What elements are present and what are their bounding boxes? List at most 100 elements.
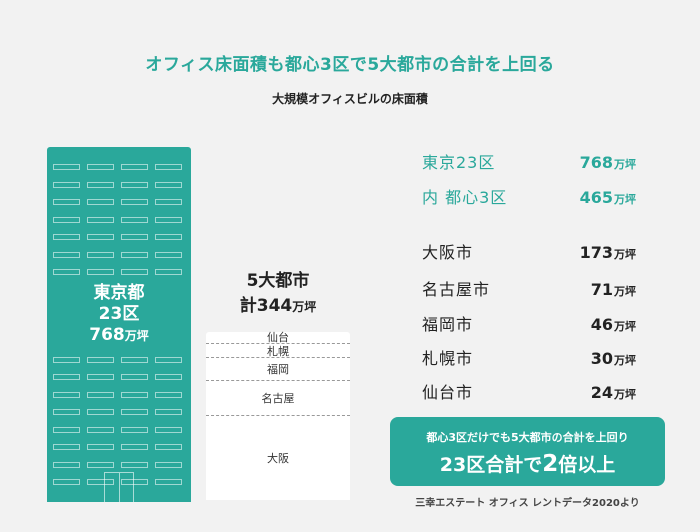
building-window <box>87 426 114 433</box>
list-row: 名古屋市 71万坪 <box>422 276 636 300</box>
list-row-value: 30万坪 <box>591 349 636 368</box>
tokyo-bar-label: 東京都 23区 768万坪 <box>47 283 191 347</box>
building-window <box>155 391 182 398</box>
list-row-value: 24万坪 <box>591 383 636 402</box>
list-row-number: 24 <box>590 383 613 402</box>
list-row-unit: 万坪 <box>614 320 636 333</box>
list-row-unit: 万坪 <box>614 158 636 171</box>
stack-segment-label: 福岡 <box>267 363 289 377</box>
list-row: 福岡市 46万坪 <box>422 311 636 335</box>
list-row-name: 仙台市 <box>422 383 474 402</box>
callout-line1: 都心3区だけでも5大都市の合計を上回り <box>426 431 629 444</box>
list-row-value: 768万坪 <box>580 153 636 172</box>
building-window <box>155 181 182 188</box>
list-row-number: 465 <box>579 188 613 207</box>
list-row-name: 東京23区 <box>422 153 496 172</box>
building-window <box>87 269 114 275</box>
building-window <box>155 234 182 240</box>
five-cities-line1: 5大都市 <box>246 271 310 291</box>
building-window <box>121 426 148 433</box>
building-window <box>155 356 182 363</box>
list-row-unit: 万坪 <box>614 193 636 206</box>
list-row-value: 173万坪 <box>580 243 636 262</box>
building-window <box>87 391 114 398</box>
building-window <box>155 374 182 380</box>
callout-line2-num: 2 <box>542 451 559 477</box>
building-window <box>121 199 148 205</box>
list-row: 内 都心3区 465万坪 <box>422 184 636 208</box>
tokyo-unit: 万坪 <box>124 329 149 343</box>
callout-line2: 23区合計で2倍以上 <box>390 450 665 477</box>
list-row-value: 465万坪 <box>580 188 636 207</box>
list-row: 札幌市 30万坪 <box>422 345 636 369</box>
tokyo-value: 768 <box>89 325 125 345</box>
tokyo-line1: 東京都 <box>93 283 145 303</box>
building-window <box>53 461 80 468</box>
list-row-number: 768 <box>579 153 613 172</box>
building-window <box>155 426 182 433</box>
building-window <box>87 461 114 468</box>
list-row-name: 福岡市 <box>422 315 474 334</box>
building-window <box>121 461 148 468</box>
callout-line2-b: 倍以上 <box>558 454 616 476</box>
five-cities-heading: 5大都市 計344万坪 <box>206 269 350 320</box>
stack-segment-4: 大阪 <box>206 416 350 500</box>
building-window <box>121 216 148 223</box>
stack-segment-1: 札幌 <box>206 344 350 359</box>
building-window <box>87 374 114 380</box>
building-window <box>121 391 148 398</box>
list-row: 仙台市 24万坪 <box>422 379 636 403</box>
tokyo-value-line: 768万坪 <box>47 325 191 347</box>
building-window <box>121 234 148 240</box>
building-window <box>87 444 114 450</box>
five-cities-total-value: 344 <box>256 296 293 316</box>
list-row-name: 札幌市 <box>422 349 474 368</box>
stack-segment-label: 札幌 <box>267 344 289 358</box>
building-window <box>53 269 80 275</box>
building-window <box>121 251 148 258</box>
five-cities-total: 計344万坪 <box>206 294 350 320</box>
source-note: 三幸エステート オフィス レントデータ2020より <box>415 498 640 509</box>
building-window <box>53 409 80 415</box>
list-row-unit: 万坪 <box>614 285 636 298</box>
list-row-name: 大阪市 <box>422 243 474 262</box>
callout-box: 都心3区だけでも5大都市の合計を上回り 23区合計で2倍以上 <box>390 417 665 486</box>
building-window <box>155 199 182 205</box>
building-window <box>87 356 114 363</box>
building-window <box>87 164 114 170</box>
five-cities-total-unit: 万坪 <box>292 300 317 314</box>
list-row-value: 46万坪 <box>591 315 636 334</box>
building-window <box>53 391 80 398</box>
building-window <box>121 409 148 415</box>
building-window <box>155 216 182 223</box>
stack-segment-label: 仙台 <box>267 331 289 345</box>
list-row: 大阪市 173万坪 <box>422 239 636 263</box>
building-window <box>53 374 80 380</box>
building-window <box>87 234 114 240</box>
five-cities-stacked-bar: 仙台 札幌福岡名古屋大阪 <box>206 331 350 500</box>
tokyo-building-bar: 東京都 23区 768万坪 <box>47 147 191 502</box>
building-window <box>87 199 114 205</box>
building-window <box>53 444 80 450</box>
building-window <box>121 269 148 275</box>
building-window <box>53 251 80 258</box>
building-door-icon <box>104 472 134 502</box>
building-window <box>53 426 80 433</box>
building-window <box>155 479 182 485</box>
callout-line2-a: 23区合計で <box>439 454 543 476</box>
building-window <box>53 216 80 223</box>
building-window <box>121 164 148 170</box>
list-row-name: 名古屋市 <box>422 280 491 299</box>
building-window <box>121 356 148 363</box>
list-row-unit: 万坪 <box>614 388 636 401</box>
building-window <box>121 479 148 485</box>
building-window <box>53 479 80 485</box>
stack-segment-label: 名古屋 <box>261 391 295 405</box>
building-window <box>155 251 182 258</box>
list-row-value: 71万坪 <box>591 280 636 299</box>
list-row-number: 71 <box>590 280 613 299</box>
five-cities-total-prefix: 計 <box>239 296 257 316</box>
building-window <box>87 479 114 485</box>
stack-segment-2: 福岡 <box>206 358 350 381</box>
building-window <box>87 181 114 188</box>
